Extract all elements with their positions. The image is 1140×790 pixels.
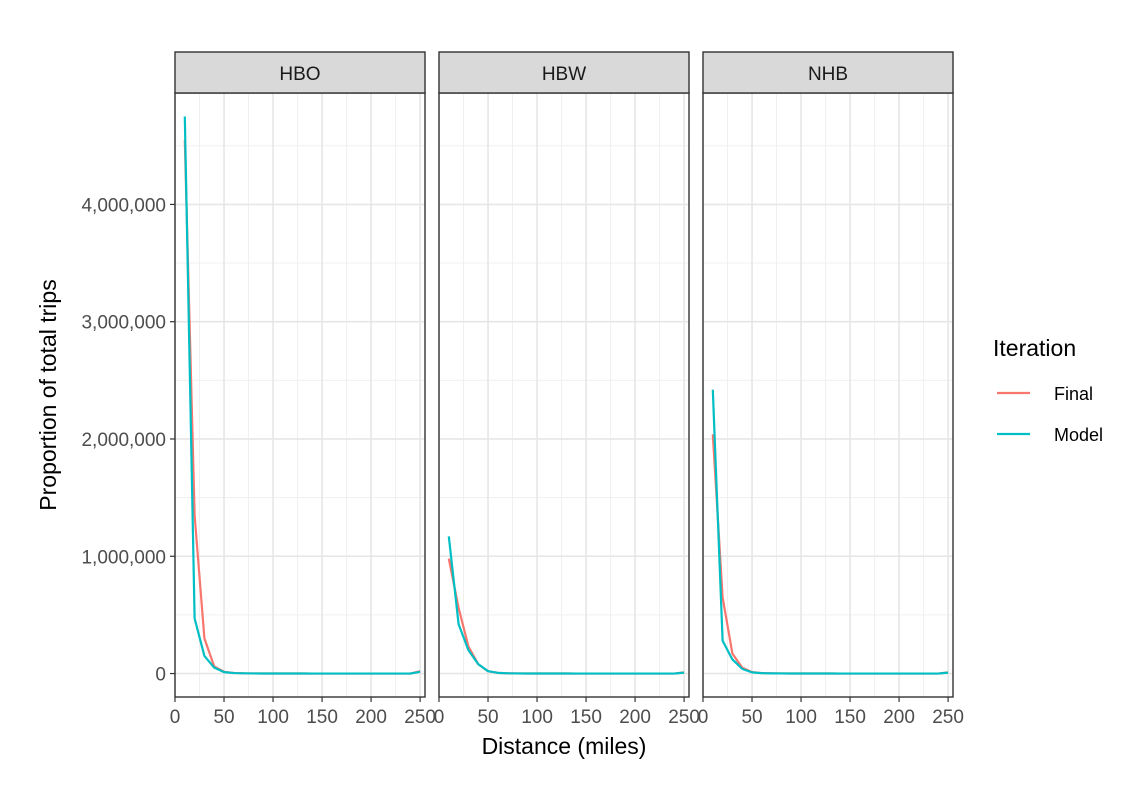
facet-strip-label: HBO (279, 64, 320, 85)
facet-panel-hbw: HBW 0 50 100 150 200 250 (434, 51, 700, 728)
facet-panel-nhb: NHB 0 50 100 150 200 250 (698, 51, 964, 728)
y-tick-label: 0 (155, 665, 166, 686)
y-tick-label: 4,000,000 (81, 195, 166, 216)
x-tick-label: 150 (570, 707, 602, 728)
legend-title: Iteration (993, 335, 1076, 361)
legend-label-final: Final (1054, 384, 1093, 404)
y-tick-label: 2,000,000 (81, 430, 166, 451)
x-tick-label: 50 (213, 707, 234, 728)
x-tick-label: 100 (257, 707, 289, 728)
x-tick-label: 0 (698, 707, 709, 728)
x-tick-label: 250 (932, 707, 964, 728)
facet-strip (438, 51, 690, 94)
series-line-model (711, 389, 949, 675)
y-axis-title: Proportion of total trips (35, 279, 61, 510)
series-line-model (183, 116, 421, 675)
y-tick-label: 1,000,000 (81, 547, 166, 568)
y-axis: 0 1,000,000 2,000,000 3,000,000 4,000,000 (81, 195, 175, 686)
x-tick-label: 0 (170, 707, 181, 728)
legend: Iteration Final Model (993, 335, 1103, 445)
facet-strip (174, 51, 426, 94)
series-line-final (711, 434, 949, 675)
legend-label-model: Model (1054, 425, 1103, 445)
series-line-final (447, 558, 685, 675)
x-tick-label: 250 (668, 707, 700, 728)
x-tick-label: 150 (834, 707, 866, 728)
x-tick-label: 150 (306, 707, 338, 728)
panel-border (702, 92, 954, 698)
x-tick-label: 200 (355, 707, 387, 728)
x-tick-label: 50 (477, 707, 498, 728)
y-tick-label: 3,000,000 (81, 313, 166, 334)
facet-panel-hbo: HBO 0 50 100 150 200 250 (170, 51, 436, 728)
x-tick-label: 0 (434, 707, 445, 728)
panels-layer: HBO 0 50 100 150 200 250 HBW 0 50 100 150 200 250 NHB 0… (170, 51, 964, 728)
x-tick-label: 100 (521, 707, 553, 728)
x-tick-label: 50 (741, 707, 762, 728)
x-tick-label: 200 (883, 707, 915, 728)
series-line-final (183, 139, 421, 675)
x-tick-label: 200 (619, 707, 651, 728)
facet-strip-label: NHB (808, 64, 848, 85)
x-tick-label: 100 (785, 707, 817, 728)
series-line-model (447, 536, 685, 675)
facet-strip (702, 51, 954, 94)
x-axis-title: Distance (miles) (482, 733, 647, 759)
panel-border (438, 92, 690, 698)
panel-border (174, 92, 426, 698)
facet-strip-label: HBW (542, 64, 586, 85)
x-tick-label: 250 (404, 707, 436, 728)
